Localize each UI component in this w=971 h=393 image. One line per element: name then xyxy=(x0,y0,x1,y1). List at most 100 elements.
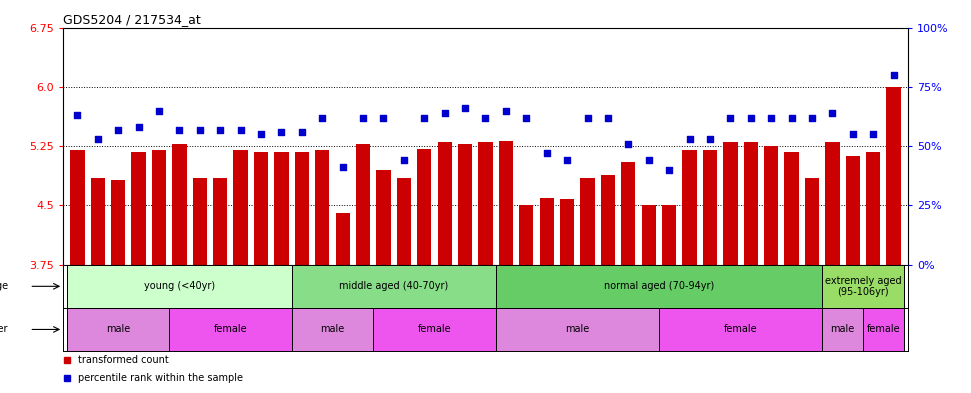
Text: male: male xyxy=(565,325,589,334)
Point xyxy=(417,114,432,121)
Point xyxy=(804,114,820,121)
Bar xyxy=(151,150,166,265)
Bar xyxy=(131,152,146,265)
Text: age: age xyxy=(0,281,8,291)
Point xyxy=(539,150,554,156)
Bar xyxy=(519,206,533,265)
Bar xyxy=(418,149,431,265)
Point xyxy=(519,114,534,121)
Bar xyxy=(822,265,904,308)
Text: transformed count: transformed count xyxy=(79,355,169,365)
Text: young (<40yr): young (<40yr) xyxy=(144,281,215,291)
Point xyxy=(437,110,452,116)
Bar xyxy=(723,142,738,265)
Text: middle aged (40-70yr): middle aged (40-70yr) xyxy=(339,281,449,291)
Point xyxy=(396,157,412,163)
Point xyxy=(784,114,799,121)
Text: GDS5204 / 217534_at: GDS5204 / 217534_at xyxy=(63,13,201,26)
Bar xyxy=(496,265,822,308)
Bar xyxy=(253,152,268,265)
Point xyxy=(824,110,840,116)
Bar xyxy=(887,87,901,265)
Bar xyxy=(169,308,291,351)
Point xyxy=(355,114,371,121)
Point xyxy=(743,114,758,121)
Point xyxy=(131,124,147,130)
Bar xyxy=(213,178,227,265)
Bar xyxy=(496,308,659,351)
Bar xyxy=(438,142,452,265)
Point xyxy=(865,131,881,138)
Bar xyxy=(785,152,799,265)
Point xyxy=(90,136,106,142)
Point xyxy=(335,164,351,171)
Point xyxy=(682,136,697,142)
Point xyxy=(763,114,779,121)
Bar xyxy=(397,178,411,265)
Point xyxy=(376,114,391,121)
Point xyxy=(294,129,310,135)
Point xyxy=(886,72,901,78)
Point xyxy=(213,127,228,133)
Bar xyxy=(764,146,779,265)
Point xyxy=(233,127,249,133)
Bar xyxy=(373,308,496,351)
Point xyxy=(274,129,289,135)
Bar xyxy=(90,178,105,265)
Point xyxy=(580,114,595,121)
Bar xyxy=(291,308,373,351)
Bar xyxy=(822,308,863,351)
Text: male: male xyxy=(106,325,130,334)
Point xyxy=(253,131,269,138)
Point xyxy=(620,141,636,147)
Bar xyxy=(316,150,329,265)
Point xyxy=(192,127,208,133)
Point xyxy=(172,127,187,133)
Bar xyxy=(642,206,655,265)
Bar xyxy=(192,178,207,265)
Bar xyxy=(846,156,860,265)
Point xyxy=(315,114,330,121)
Text: male: male xyxy=(320,325,345,334)
Text: female: female xyxy=(418,325,452,334)
Point xyxy=(661,167,677,173)
Bar xyxy=(67,308,169,351)
Point xyxy=(478,114,493,121)
Point xyxy=(111,127,126,133)
Bar xyxy=(377,170,390,265)
Bar xyxy=(111,180,125,265)
Bar xyxy=(67,265,291,308)
Bar xyxy=(744,142,758,265)
Bar xyxy=(601,175,615,265)
Bar xyxy=(499,141,513,265)
Text: male: male xyxy=(830,325,854,334)
Bar xyxy=(233,150,248,265)
Bar xyxy=(863,308,904,351)
Text: extremely aged
(95-106yr): extremely aged (95-106yr) xyxy=(824,275,901,297)
Bar xyxy=(825,142,840,265)
Point xyxy=(70,112,85,118)
Text: female: female xyxy=(214,325,248,334)
Text: female: female xyxy=(723,325,757,334)
Bar xyxy=(703,150,718,265)
Bar xyxy=(291,265,496,308)
Bar xyxy=(659,308,822,351)
Text: percentile rank within the sample: percentile rank within the sample xyxy=(79,373,244,383)
Bar xyxy=(458,144,472,265)
Text: normal aged (70-94yr): normal aged (70-94yr) xyxy=(604,281,714,291)
Point xyxy=(600,114,616,121)
Point xyxy=(457,105,473,111)
Bar xyxy=(683,150,696,265)
Bar xyxy=(479,142,492,265)
Bar xyxy=(805,178,820,265)
Bar xyxy=(560,199,574,265)
Bar xyxy=(540,198,553,265)
Bar xyxy=(356,144,370,265)
Point xyxy=(641,157,656,163)
Text: gender: gender xyxy=(0,325,8,334)
Point xyxy=(722,114,738,121)
Bar xyxy=(70,150,84,265)
Bar xyxy=(336,213,350,265)
Bar xyxy=(295,152,309,265)
Point xyxy=(845,131,860,138)
